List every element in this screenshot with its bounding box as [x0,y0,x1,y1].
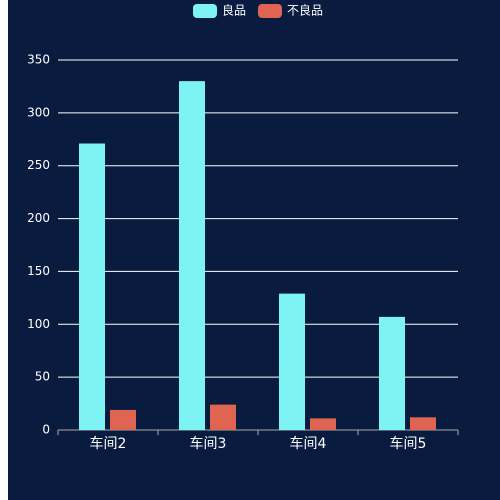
x-tick-label: 车间2 [90,435,127,452]
legend-swatch [193,4,217,18]
y-tick-label: 150 [27,264,50,278]
y-tick-label: 200 [27,211,50,225]
legend-label: 不良品 [287,3,323,18]
x-tick-label: 车间4 [290,435,327,452]
bar [179,81,205,431]
bar [379,316,405,430]
bar [410,417,436,430]
bar [210,404,236,430]
legend-label: 良品 [222,3,246,18]
bar [79,143,105,430]
y-tick-label: 250 [27,158,50,172]
x-tick-label: 车间5 [390,435,427,452]
bar [310,418,336,430]
legend-swatch [258,4,282,18]
y-tick-label: 0 [42,423,50,437]
x-tick-label: 车间3 [190,435,227,452]
y-tick-label: 100 [27,317,50,331]
y-tick-label: 350 [27,53,50,67]
y-tick-label: 50 [35,370,50,384]
y-tick-label: 300 [27,105,50,119]
bar [110,409,136,430]
bar [279,293,305,430]
